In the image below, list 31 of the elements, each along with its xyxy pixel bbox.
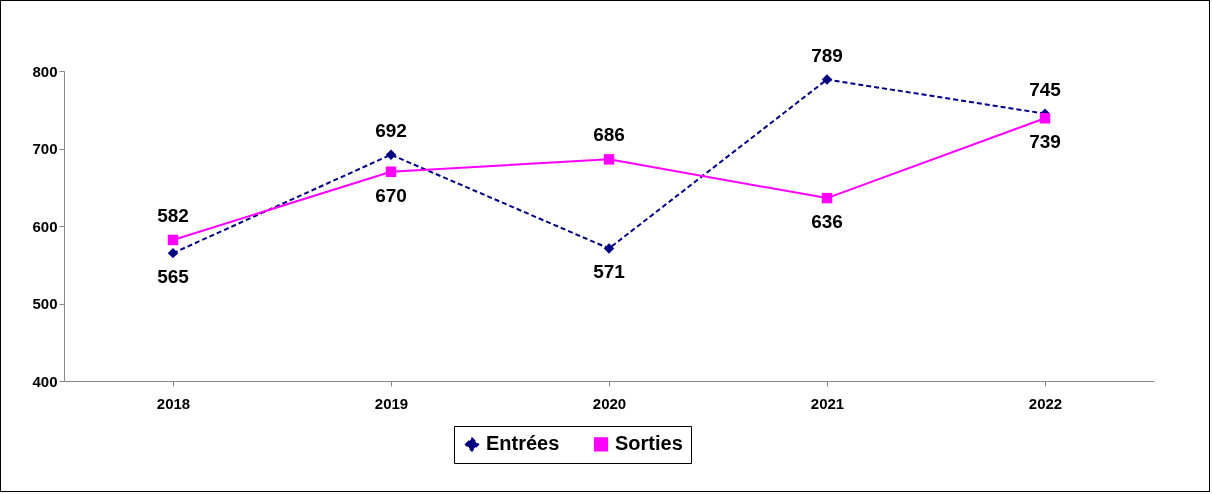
point <box>167 234 179 246</box>
y-tick-label: 600 <box>32 217 58 235</box>
x-tick-label: 2021 <box>810 394 845 412</box>
legend-label: Sorties <box>615 432 683 455</box>
y-tick-label: 400 <box>32 372 58 390</box>
y-tick-label: 500 <box>32 295 58 312</box>
data-label: 565 <box>157 266 190 288</box>
point <box>603 243 615 254</box>
x-tick-label: 2019 <box>374 394 409 412</box>
y-tick-label: 700 <box>32 140 58 157</box>
data-label: 745 <box>1029 78 1062 100</box>
point <box>385 149 397 160</box>
point <box>821 192 833 204</box>
data-label: 636 <box>811 211 843 233</box>
x-tick-label: 2020 <box>592 394 627 412</box>
point <box>1039 113 1051 124</box>
point <box>603 154 615 165</box>
data-label: 670 <box>375 184 407 206</box>
x-tick-label: 2018 <box>156 394 191 412</box>
point <box>167 247 179 259</box>
data-label: 692 <box>375 119 407 141</box>
data-label: 571 <box>593 261 626 283</box>
point <box>385 166 397 177</box>
data-label: 686 <box>593 124 625 146</box>
x-tick-label: 2022 <box>1028 394 1063 412</box>
point <box>821 74 833 85</box>
data-label: 739 <box>1029 131 1061 153</box>
data-label: 789 <box>811 44 843 66</box>
data-label: 582 <box>157 204 189 226</box>
legend-label: Entrées <box>486 432 560 455</box>
y-tick-label: 800 <box>32 62 58 80</box>
